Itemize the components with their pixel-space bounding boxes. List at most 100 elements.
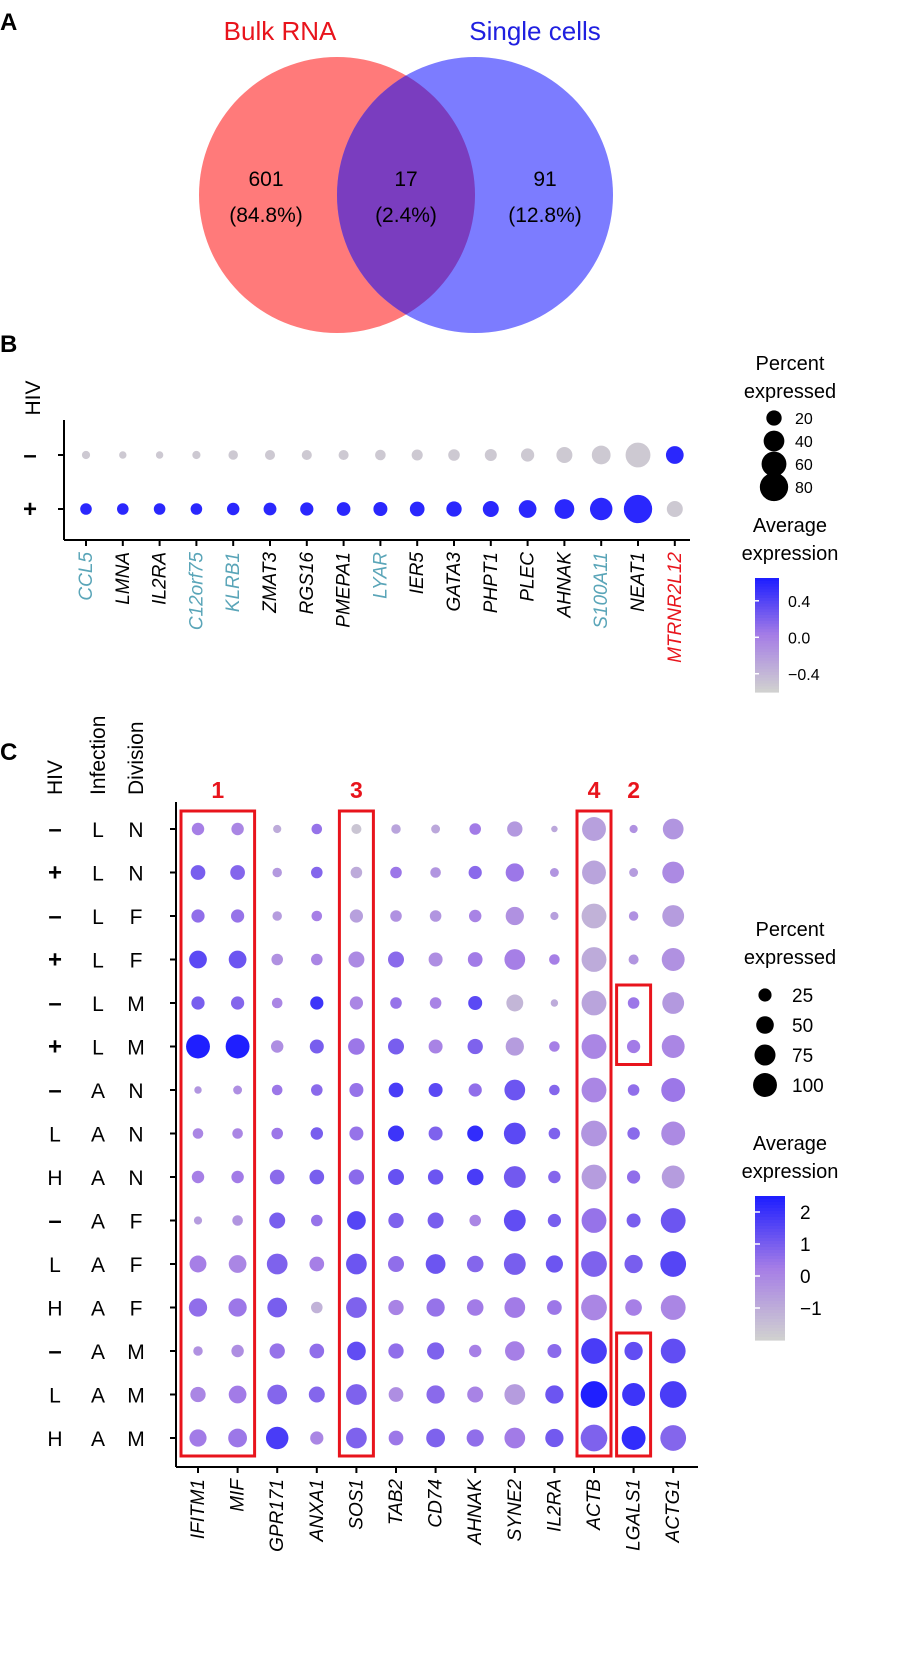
panel-c-row-label: M (127, 1428, 145, 1451)
panel-c-dot (391, 824, 401, 834)
highlight-box-number: 3 (350, 777, 363, 803)
panel-c-row-label: M (127, 993, 145, 1016)
panel-c-row-label: F (130, 906, 143, 929)
panel-letter-c: C (0, 739, 17, 766)
panel-c-colorbar-segment (755, 1226, 785, 1230)
panel-c-dot (661, 948, 685, 971)
panel-b-dot (666, 500, 683, 518)
panel-b-dot (119, 451, 127, 459)
highlight-box-number: 2 (627, 777, 640, 803)
panel-c-row-label: + (48, 860, 62, 887)
panel-c-dot (582, 860, 606, 885)
panel-c-colorbar-segment (755, 1331, 785, 1335)
panel-c-dot (346, 1427, 367, 1449)
panel-c-row-label: + (48, 947, 62, 974)
panel-c-dot (548, 1170, 561, 1184)
panel-c-row-label: – (48, 1208, 61, 1235)
panel-b-dot (482, 500, 499, 518)
panel-b-colorbar-segment (755, 680, 779, 685)
panel-c-size-legend-dot (756, 1016, 774, 1034)
panel-b-row-label: + (23, 496, 37, 523)
panel-b-dot (228, 450, 238, 460)
panel-c-row-label: N (128, 1167, 143, 1190)
panel-b-size-legend-dot (759, 472, 789, 502)
panel-c-color-legend-title-2: expression (742, 1161, 839, 1183)
panel-c-colorbar-segment (755, 1307, 785, 1311)
panel-b-colorbar-label: −0.4 (788, 667, 820, 684)
panel-c-dot (549, 868, 559, 877)
panel-c-colorbar-label: −1 (800, 1299, 822, 1320)
panel-b-size-legend-title-1: Percent (756, 353, 825, 375)
panel-c-row-label: L (92, 1037, 104, 1060)
panel-c-dot (309, 1169, 325, 1185)
gene-label-pmepa1: PMEPA1 (334, 552, 355, 628)
panel-c-dot (272, 911, 282, 921)
panel-c-dot (272, 867, 282, 878)
highlight-box-2 (615, 983, 653, 1066)
panel-c-colorbar-segment (755, 1208, 785, 1212)
panel-c-dot (547, 1300, 562, 1315)
panel-c-dot (273, 824, 282, 834)
panel-b-colorbar-segment (755, 677, 779, 682)
panel-c-size-legend-label: 100 (792, 1076, 824, 1097)
panel-c-dot (193, 1216, 203, 1225)
panel-b-size-legend-label: 80 (795, 480, 813, 497)
panel-c-dot (549, 1084, 560, 1096)
panel-b-colorbar-segment (755, 640, 779, 645)
panel-c-dot (271, 1084, 283, 1096)
panel-c-colorbar-segment (755, 1301, 785, 1305)
gene-label-actb: ACTB (584, 1479, 605, 1531)
panel-b-dot (117, 503, 129, 515)
panel-c-dot (426, 1298, 445, 1317)
panel-c-colorbar-segment (755, 1271, 785, 1275)
panel-c-dot (545, 1255, 563, 1273)
panel-b-colorbar-segment (755, 589, 779, 593)
panel-c-dot (467, 1038, 483, 1055)
panel-c-row-label: M (127, 1385, 145, 1408)
panel-c-dot (348, 1038, 365, 1055)
panel-c-dot (427, 1342, 445, 1360)
panel-c-dotplot: HIV Infection Division– L N+ L N– L F+ L F– L M+ L M– A… (44, 716, 838, 1552)
panel-c-dot (311, 910, 323, 922)
panel-c-dot (661, 1035, 685, 1058)
panel-c-dot (188, 1298, 208, 1317)
panel-c-colorbar-segment (755, 1229, 785, 1233)
panel-c-dot (504, 949, 526, 970)
panel-c-dot (349, 909, 364, 923)
panel-c-dot (504, 1427, 526, 1449)
highlight-box-lgals1-lower (615, 1331, 653, 1458)
panel-c-dot (311, 866, 323, 879)
panel-c-row-label: – (48, 1338, 61, 1365)
panel-c-dot (388, 1387, 404, 1402)
panel-c-row-label: L (92, 863, 104, 886)
gene-label-ifitm1: IFITM1 (188, 1479, 209, 1539)
panel-c-dot (194, 1086, 202, 1094)
panel-b-dot (411, 449, 423, 461)
panel-c-dot (551, 825, 558, 833)
panel-c-dot (388, 1343, 404, 1359)
panel-c-colorbar-segment (755, 1286, 785, 1290)
panel-c-row-label: L (49, 1254, 61, 1277)
panel-b-colorbar-segment (755, 643, 779, 647)
highlight-box-number: 4 (588, 777, 601, 803)
panel-c-dot (660, 1251, 687, 1277)
gene-label-c12orf75: C12orf75 (186, 552, 207, 631)
panel-c-dot (311, 823, 323, 835)
panel-c-row-label: H (47, 1298, 62, 1321)
panel-c-dot (505, 906, 524, 926)
panel-c-dot (191, 909, 205, 923)
panel-c-row-label: L (49, 1124, 61, 1147)
panel-c-dot (269, 1169, 285, 1185)
panel-b-colorbar-segment (755, 660, 779, 665)
panel-c-dot (469, 823, 481, 835)
panel-c-colorbar-segment (755, 1247, 785, 1251)
panel-c-dot (311, 1084, 323, 1096)
panel-c-row-label: – (48, 816, 61, 843)
panel-c-dot (547, 1213, 562, 1228)
panel-b-dot (589, 497, 613, 521)
panel-c-dot (547, 1344, 562, 1358)
panel-c-dot (349, 1083, 364, 1097)
gene-label-s100a11: S100A11 (591, 552, 612, 629)
panel-c-dot (624, 1341, 643, 1361)
panel-c-dot (269, 1343, 285, 1359)
